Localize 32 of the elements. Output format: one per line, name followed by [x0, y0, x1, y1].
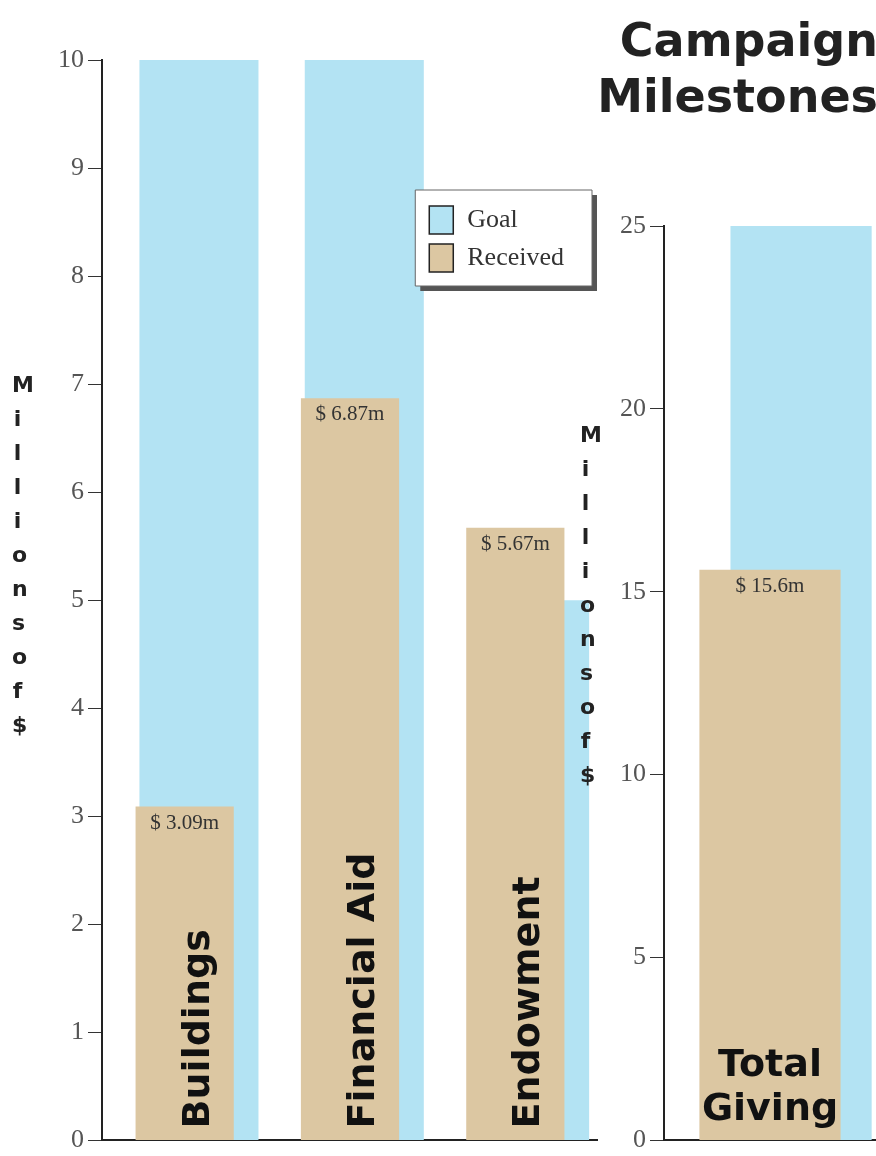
y-tick-label: 10 [620, 758, 646, 788]
y-tick-label: 0 [633, 1124, 646, 1154]
y-tick-label: 25 [620, 209, 646, 239]
text: Campaign Milestones [596, 12, 876, 124]
legend-label: Goal [467, 203, 518, 233]
legend-label: Received [467, 241, 565, 271]
data-label: $ 3.09m [150, 809, 220, 834]
x-tick-label: Total Giving [701, 1041, 839, 1130]
y-tick-label: 10 [58, 43, 84, 73]
y-tick-label: 7 [71, 367, 84, 397]
y-tick-label: 2 [71, 908, 84, 938]
bar [300, 398, 400, 1140]
text: Millions of $ [12, 372, 50, 737]
data-label: $ 15.6m [735, 572, 805, 597]
y-tick-label: 4 [71, 692, 84, 722]
y-tick-label: 5 [633, 941, 646, 971]
text: Millions of $ [580, 422, 618, 787]
x-tick-label: Financial Aid [338, 852, 383, 1129]
bar [466, 527, 565, 1140]
y-tick-label: 15 [620, 575, 646, 605]
y-tick-label: 20 [620, 392, 646, 422]
y-tick-label: 8 [71, 259, 84, 289]
y-tick-label: 1 [71, 1016, 84, 1046]
y-tick-label: 9 [71, 151, 84, 181]
x-tick-label: Buildings [173, 929, 218, 1129]
y-tick-label: 3 [71, 800, 84, 830]
y-tick-label: 0 [71, 1124, 84, 1154]
y-tick-label: 5 [71, 584, 84, 614]
data-label: $ 5.67m [480, 530, 550, 555]
y-tick-label: 6 [71, 475, 84, 505]
x-tick-label: Endowment [504, 876, 549, 1129]
data-label: $ 6.87m [315, 401, 385, 426]
